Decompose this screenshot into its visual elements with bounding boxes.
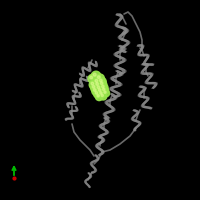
Circle shape — [97, 86, 100, 89]
Circle shape — [96, 83, 99, 85]
Circle shape — [103, 88, 105, 91]
Circle shape — [104, 91, 106, 93]
Circle shape — [98, 77, 106, 86]
Circle shape — [99, 79, 102, 82]
Circle shape — [100, 93, 107, 100]
Circle shape — [97, 95, 99, 97]
Circle shape — [102, 85, 104, 88]
Circle shape — [99, 80, 107, 88]
Circle shape — [92, 87, 100, 95]
Circle shape — [91, 82, 94, 85]
Circle shape — [95, 79, 98, 82]
Circle shape — [92, 85, 95, 88]
Circle shape — [94, 90, 102, 98]
Circle shape — [96, 74, 104, 83]
Circle shape — [97, 76, 100, 79]
Circle shape — [97, 87, 105, 95]
Circle shape — [100, 84, 108, 92]
Circle shape — [95, 84, 104, 93]
Circle shape — [101, 94, 103, 97]
Circle shape — [89, 80, 98, 89]
Circle shape — [100, 82, 103, 85]
Circle shape — [98, 89, 101, 91]
Circle shape — [93, 89, 96, 91]
Circle shape — [93, 73, 96, 76]
Circle shape — [98, 90, 106, 98]
Circle shape — [88, 74, 97, 83]
Circle shape — [101, 87, 109, 94]
Circle shape — [91, 71, 101, 81]
Circle shape — [100, 92, 102, 94]
Circle shape — [91, 84, 99, 92]
Circle shape — [94, 81, 103, 90]
Circle shape — [95, 93, 103, 101]
Circle shape — [95, 92, 98, 94]
Circle shape — [90, 76, 93, 79]
Circle shape — [102, 90, 110, 97]
Circle shape — [93, 78, 102, 86]
